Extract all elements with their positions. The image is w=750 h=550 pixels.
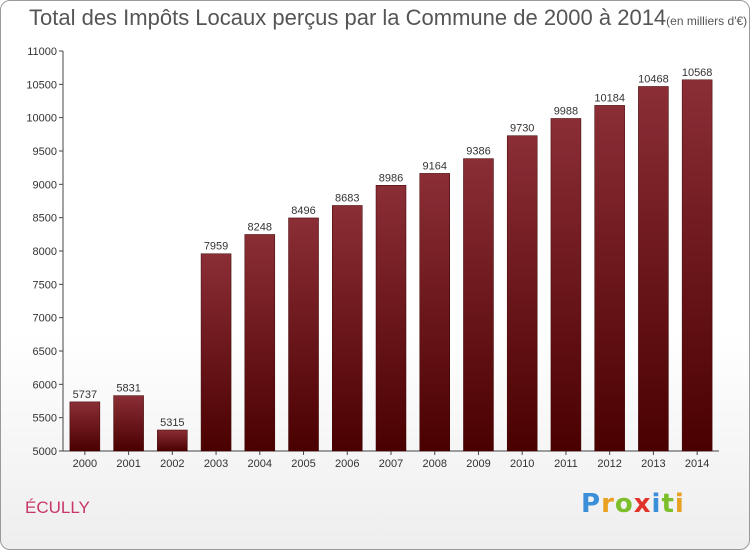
x-tick-label: 2005 — [291, 458, 315, 470]
data-label: 9386 — [466, 146, 490, 158]
x-tick-label: 2013 — [641, 458, 665, 470]
data-label: 5315 — [160, 417, 184, 429]
y-tick-label: 5000 — [33, 446, 57, 458]
bar — [244, 234, 276, 452]
y-tick-label: 8500 — [33, 213, 57, 225]
logo-letter: x — [633, 489, 652, 519]
data-label: 5831 — [116, 383, 140, 395]
y-tick-label: 6500 — [33, 346, 57, 358]
chart-subtitle: (en milliers d'€) — [666, 14, 748, 28]
logo-letter: t — [661, 489, 675, 519]
logo-letter: r — [601, 489, 615, 519]
data-label: 9730 — [510, 123, 534, 135]
bar — [550, 118, 582, 452]
x-tick-label: 2002 — [160, 458, 184, 470]
bar — [419, 173, 450, 452]
y-tick-label: 8000 — [33, 246, 57, 258]
x-tick-label: 2000 — [73, 458, 97, 470]
logo-letter: o — [614, 489, 634, 519]
logo-letter: i — [674, 489, 685, 519]
bar — [375, 185, 407, 452]
logo-letter: P — [581, 489, 602, 519]
x-tick-label: 2014 — [685, 458, 709, 470]
bar — [332, 205, 363, 452]
proxiti-logo: Proxiti — [581, 489, 685, 519]
data-label: 8683 — [335, 192, 359, 204]
chart-title: Total des Impôts Locaux perçus par la Co… — [29, 5, 747, 31]
x-tick-label: 2009 — [466, 458, 490, 470]
y-tick-label: 9500 — [33, 146, 57, 158]
x-tick-label: 2001 — [116, 458, 140, 470]
y-tick-label: 5500 — [33, 413, 57, 425]
data-label: 9164 — [422, 160, 446, 172]
bar — [681, 79, 713, 452]
bar — [463, 158, 494, 452]
x-tick-label: 2012 — [597, 458, 621, 470]
y-tick-label: 6000 — [33, 379, 57, 391]
x-tick-label: 2010 — [510, 458, 534, 470]
bar — [638, 86, 669, 452]
bar — [157, 429, 188, 452]
data-label: 8986 — [379, 172, 403, 184]
data-label: 5737 — [73, 389, 97, 401]
y-tick-label: 7000 — [33, 313, 57, 325]
x-tick-label: 2007 — [379, 458, 403, 470]
x-tick-label: 2006 — [335, 458, 359, 470]
commune-name: ÉCULLY — [25, 498, 90, 517]
data-label: 7959 — [204, 241, 228, 253]
data-label: 10568 — [682, 67, 713, 79]
chart-title-text: Total des Impôts Locaux perçus par la Co… — [29, 5, 667, 30]
y-tick-label: 10000 — [26, 113, 57, 125]
bar — [69, 401, 101, 452]
bar — [113, 395, 144, 452]
bar — [288, 217, 319, 452]
x-tick-label: 2011 — [554, 458, 578, 470]
y-tick-label: 9000 — [33, 179, 57, 191]
data-label: 8496 — [291, 205, 315, 217]
x-tick-label: 2008 — [422, 458, 446, 470]
bar — [506, 135, 538, 452]
logo-letter: i — [651, 489, 662, 519]
bar — [200, 253, 232, 452]
x-tick-label: 2004 — [248, 458, 272, 470]
data-label: 10184 — [594, 92, 625, 104]
y-tick-label: 7500 — [33, 279, 57, 291]
bar — [594, 105, 625, 452]
y-tick-label: 10500 — [26, 79, 57, 91]
data-label: 10468 — [638, 73, 669, 85]
data-label: 9988 — [554, 105, 578, 117]
x-tick-label: 2003 — [204, 458, 228, 470]
data-label: 8248 — [248, 221, 272, 233]
y-tick-label: 11000 — [27, 46, 57, 58]
